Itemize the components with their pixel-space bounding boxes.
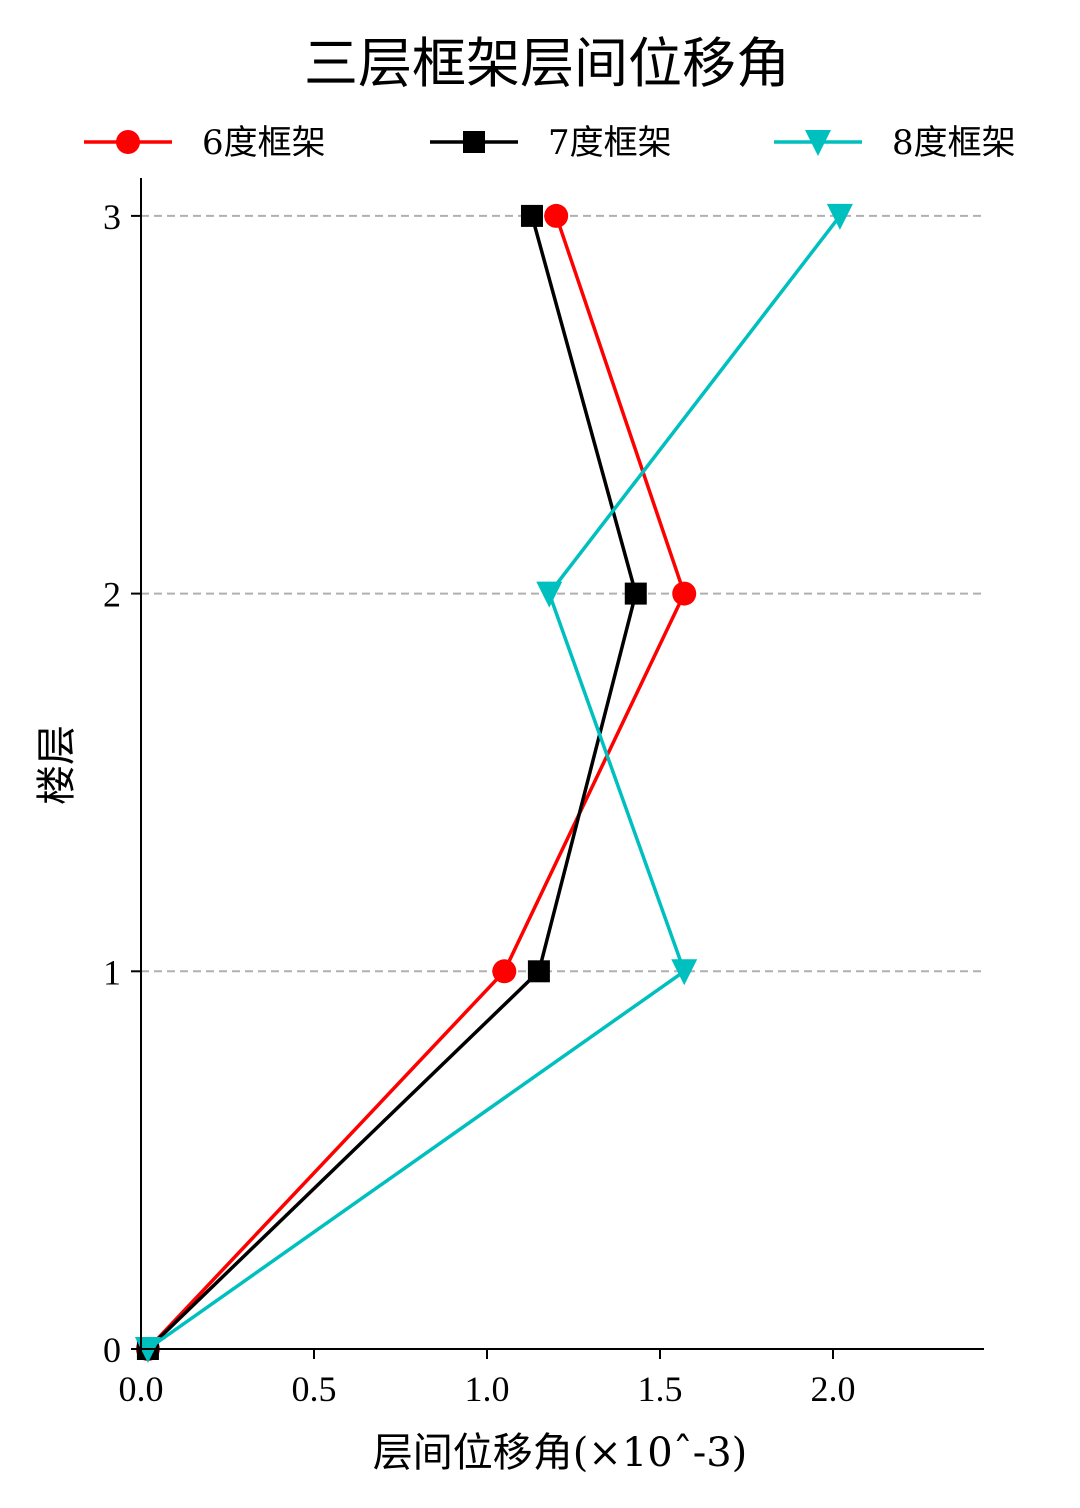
series-3-point-2 (536, 581, 563, 608)
y-tick-label-1: 1 (103, 952, 121, 992)
series-layer (134, 203, 853, 1363)
legend-label-2: 7度框架 (548, 123, 672, 163)
y-tick-label-3: 3 (103, 197, 121, 237)
y-tick-label-2: 2 (103, 575, 121, 615)
y-ticks: 0 1 2 3 (103, 197, 141, 1370)
series-2-point-2 (624, 582, 647, 605)
legend-label-1: 6度框架 (202, 123, 326, 163)
series-1-line (146, 215, 686, 1351)
y-tick-label-0: 0 (103, 1330, 121, 1370)
x-tick-label-2: 1.0 (465, 1369, 510, 1409)
series-1-point-3 (544, 203, 569, 228)
series-2-line (146, 215, 638, 1351)
legend-marker-2 (463, 131, 485, 153)
series-3 (134, 203, 853, 1363)
series-1-point-2 (672, 581, 697, 606)
chart-title: 三层框架层间位移角 (304, 32, 790, 95)
x-tick-label-4: 2.0 (811, 1369, 856, 1409)
x-tick-label-1: 0.5 (292, 1369, 337, 1409)
x-tick-label-0: 0.0 (119, 1369, 164, 1409)
x-ticks: 0.0 0.5 1.0 1.5 2.0 (119, 1349, 856, 1409)
legend-entry-1: 6度框架 (84, 123, 326, 163)
legend-label-3: 8度框架 (892, 123, 1016, 163)
x-axis-label: 层间位移角(×10ˆ-3) (373, 1430, 748, 1476)
legend-entry-3: 8度框架 (774, 123, 1016, 163)
legend-marker-3 (805, 130, 831, 156)
series-3-point-3 (826, 203, 853, 230)
legend: 6度框架 7度框架 8度框架 (84, 123, 1016, 163)
y-axis-label: 楼层 (34, 725, 80, 805)
series-1 (135, 203, 697, 1361)
legend-marker-1 (116, 130, 140, 154)
series-3-point-1 (671, 959, 698, 986)
series-3-line (146, 214, 842, 1351)
x-tick-label-3: 1.5 (638, 1369, 683, 1409)
series-2 (136, 204, 647, 1360)
series-1-point-1 (492, 959, 517, 984)
series-2-point-1 (527, 960, 550, 983)
legend-entry-2: 7度框架 (430, 123, 672, 163)
series-2-point-3 (520, 204, 543, 227)
